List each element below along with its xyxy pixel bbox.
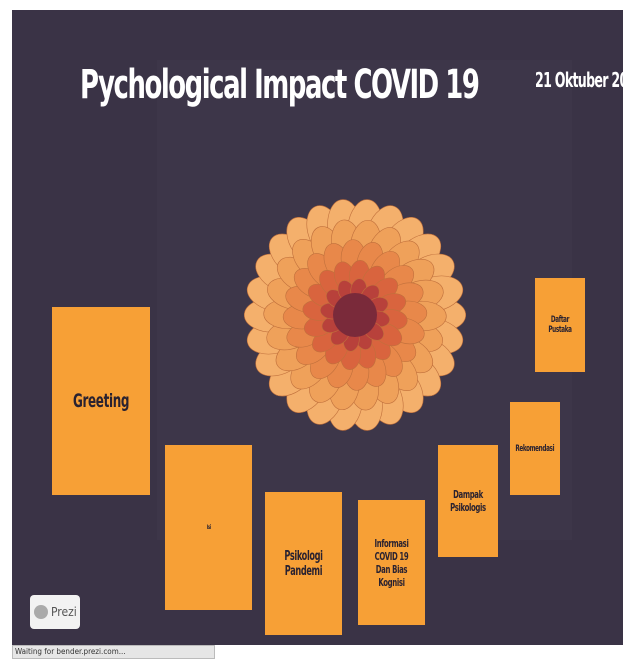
topic-frame[interactable]: Greeting [52, 307, 150, 495]
prezi-canvas: Pychological Impact COVID 19 21 Oktuber … [12, 10, 623, 645]
topic-label: Isi [207, 524, 211, 531]
topic-label: Greeting [73, 390, 129, 412]
topic-frame[interactable]: Informasi COVID 19 Dan Bias Kognisi [358, 500, 425, 625]
prezi-logo[interactable]: Prezi [30, 595, 80, 629]
topic-label: Rekomendasi [516, 444, 555, 454]
topic-label: Daftar Pustaka [543, 315, 578, 335]
topic-frame[interactable]: Dampak Psikologis [438, 445, 498, 557]
topic-frame[interactable]: Isi [165, 445, 252, 610]
topic-label: Dampak Psikologis [447, 488, 489, 514]
topic-label: Psikologi Pandemi [277, 549, 331, 579]
topic-frame[interactable]: Rekomendasi [510, 402, 560, 495]
status-bar: Waiting for bender.prezi.com... [12, 645, 215, 659]
logo-text: Prezi [51, 605, 77, 619]
topic-label: Informasi COVID 19 Dan Bias Kognisi [368, 537, 415, 589]
topic-frame[interactable]: Daftar Pustaka [535, 278, 585, 372]
topic-frame[interactable]: Psikologi Pandemi [265, 492, 342, 635]
page: Pychological Impact COVID 19 21 Oktuber … [0, 0, 623, 659]
